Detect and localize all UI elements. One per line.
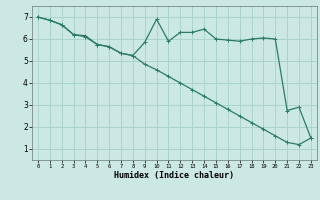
X-axis label: Humidex (Indice chaleur): Humidex (Indice chaleur) — [115, 171, 234, 180]
